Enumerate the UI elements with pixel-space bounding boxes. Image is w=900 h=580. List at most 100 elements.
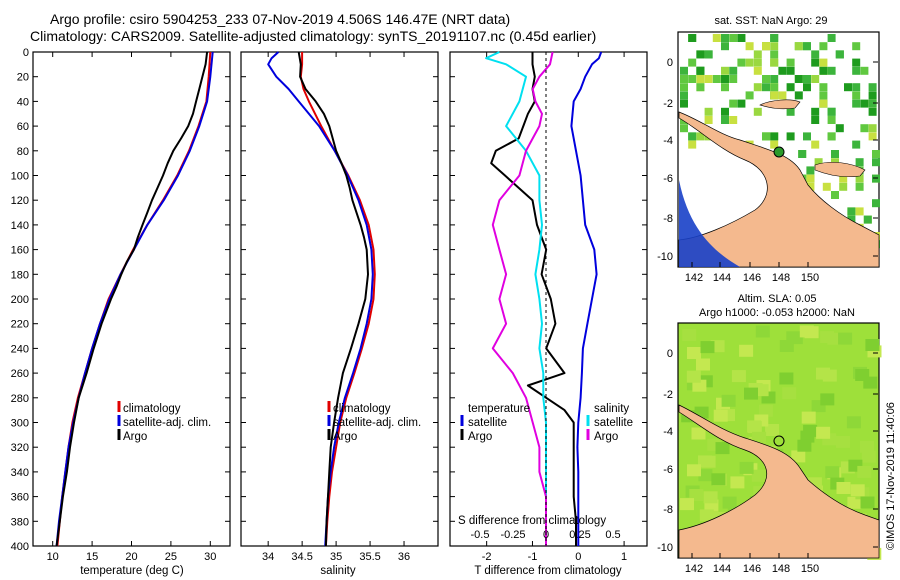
depth-tick-label: 120 — [11, 195, 29, 207]
sst-cell — [721, 42, 729, 51]
s-diff-label: S difference from climatology — [458, 515, 606, 527]
map-x-label: 148 — [772, 563, 790, 575]
sla-cell — [836, 435, 850, 448]
sst-cell — [819, 83, 828, 92]
map-x-label: 146 — [743, 272, 761, 284]
sst-cell — [868, 91, 877, 100]
sst-cell — [827, 34, 836, 42]
sla-cell — [731, 370, 746, 383]
temperature-panel: 0 20 40 60 80 100 120 140 160 180 200 220 240 260 280 3… — [11, 47, 231, 577]
sla-cell — [816, 367, 830, 380]
depth-axis: 0 20 40 60 80 100 120 140 160 180 200 220 240 260 280 3… — [11, 47, 230, 553]
sst-cell — [778, 91, 787, 100]
sst-cell — [680, 124, 688, 133]
sst-cell — [794, 91, 803, 100]
x-tick-label: 15 — [86, 551, 98, 563]
map-y-label: 0 — [667, 348, 673, 360]
sst-cell — [806, 182, 815, 191]
sst-cell — [729, 75, 738, 83]
legend-s-satellite: satellite — [594, 417, 633, 429]
sst-cell — [811, 107, 820, 116]
sla-cell — [816, 426, 831, 439]
sst-cell — [860, 66, 869, 75]
legend-satellite: satellite-adj. clim. — [123, 417, 211, 429]
sla-cell — [687, 464, 701, 477]
map-y-label: -10 — [657, 251, 673, 263]
map-y-label: -6 — [663, 173, 673, 185]
sst-cell — [721, 107, 729, 116]
sla-cell — [847, 496, 862, 509]
temperature-x-axis: 10 15 20 25 30 — [47, 52, 216, 563]
sla-cell — [820, 393, 835, 406]
sla-cell — [691, 427, 706, 440]
x-tick-label: 0 — [575, 551, 581, 563]
depth-tick-label: 380 — [11, 516, 29, 528]
sst-cell — [839, 174, 848, 183]
salinity-panel-layer — [241, 51, 438, 547]
sla-cell — [739, 461, 754, 474]
sst-cell — [696, 66, 705, 75]
sst-cell — [872, 199, 880, 208]
sst-cell — [811, 50, 820, 59]
x-tick-label: 30 — [204, 551, 216, 563]
sst-cell — [753, 66, 762, 75]
sst-cell — [786, 107, 795, 116]
depth-tick-label: 220 — [11, 319, 29, 331]
map-x-label: 142 — [685, 272, 703, 284]
depth-tick-label: 260 — [11, 368, 29, 380]
argo-location-marker-sla — [773, 435, 785, 447]
sst-cell — [847, 215, 856, 224]
sla-cell — [765, 424, 780, 436]
sst-cell — [696, 50, 705, 59]
sla-cell — [758, 404, 773, 417]
sst-cell — [696, 83, 705, 92]
sst-cell — [860, 99, 869, 108]
x-tick-label: -1 — [528, 551, 538, 563]
sla-cell — [686, 370, 701, 383]
salinity-lines — [267, 51, 376, 547]
map-y-label: -8 — [663, 504, 673, 516]
sst-cell — [770, 75, 779, 83]
sla-cell — [701, 455, 716, 468]
sst-cell — [753, 107, 762, 116]
sla-cell — [713, 409, 728, 422]
depth-tick-label: 100 — [11, 171, 29, 183]
sst-cell — [855, 182, 864, 191]
legend-s-argo: Argo — [594, 431, 618, 443]
sla-map-axes: 142 144 146 148 150 0 -2 -4 -6 -8 -10 — [657, 348, 878, 575]
sst-cell — [688, 75, 697, 83]
sst-cell — [803, 42, 811, 51]
sst-cell — [762, 75, 770, 83]
map-x-label: 142 — [685, 563, 703, 575]
legend-argo: Argo — [123, 431, 147, 443]
legend-satellite-s: satellite-adj. clim. — [333, 417, 421, 429]
sla-cell — [703, 491, 718, 504]
sst-cell — [753, 83, 762, 92]
sst-cell — [688, 34, 697, 42]
map-y-label: -2 — [663, 389, 673, 401]
sst-cell — [852, 140, 861, 149]
sst-cell — [811, 140, 820, 149]
s-tick: 0 — [543, 529, 549, 541]
depth-tick-label: 60 — [17, 121, 29, 133]
sst-cell — [770, 58, 779, 67]
sst-cell — [721, 116, 729, 124]
sst-cell — [868, 132, 877, 141]
sst-cell — [770, 50, 779, 59]
sst-cell — [729, 116, 738, 124]
depth-tick-label: 0 — [23, 47, 29, 59]
sst-cell — [794, 42, 803, 51]
sla-cell — [820, 331, 835, 344]
sst-cell — [811, 75, 820, 83]
sla-cell — [860, 496, 875, 509]
island — [814, 161, 866, 178]
sst-cell — [770, 83, 779, 92]
t-diff-xlabel: T difference from climatology — [474, 565, 621, 577]
sla-cell — [801, 411, 816, 424]
sst-cell — [745, 58, 754, 67]
sst-cell — [868, 99, 877, 108]
sst-cell — [827, 116, 836, 124]
sst-cell — [680, 75, 688, 83]
depth-tick-label: 200 — [11, 294, 29, 306]
